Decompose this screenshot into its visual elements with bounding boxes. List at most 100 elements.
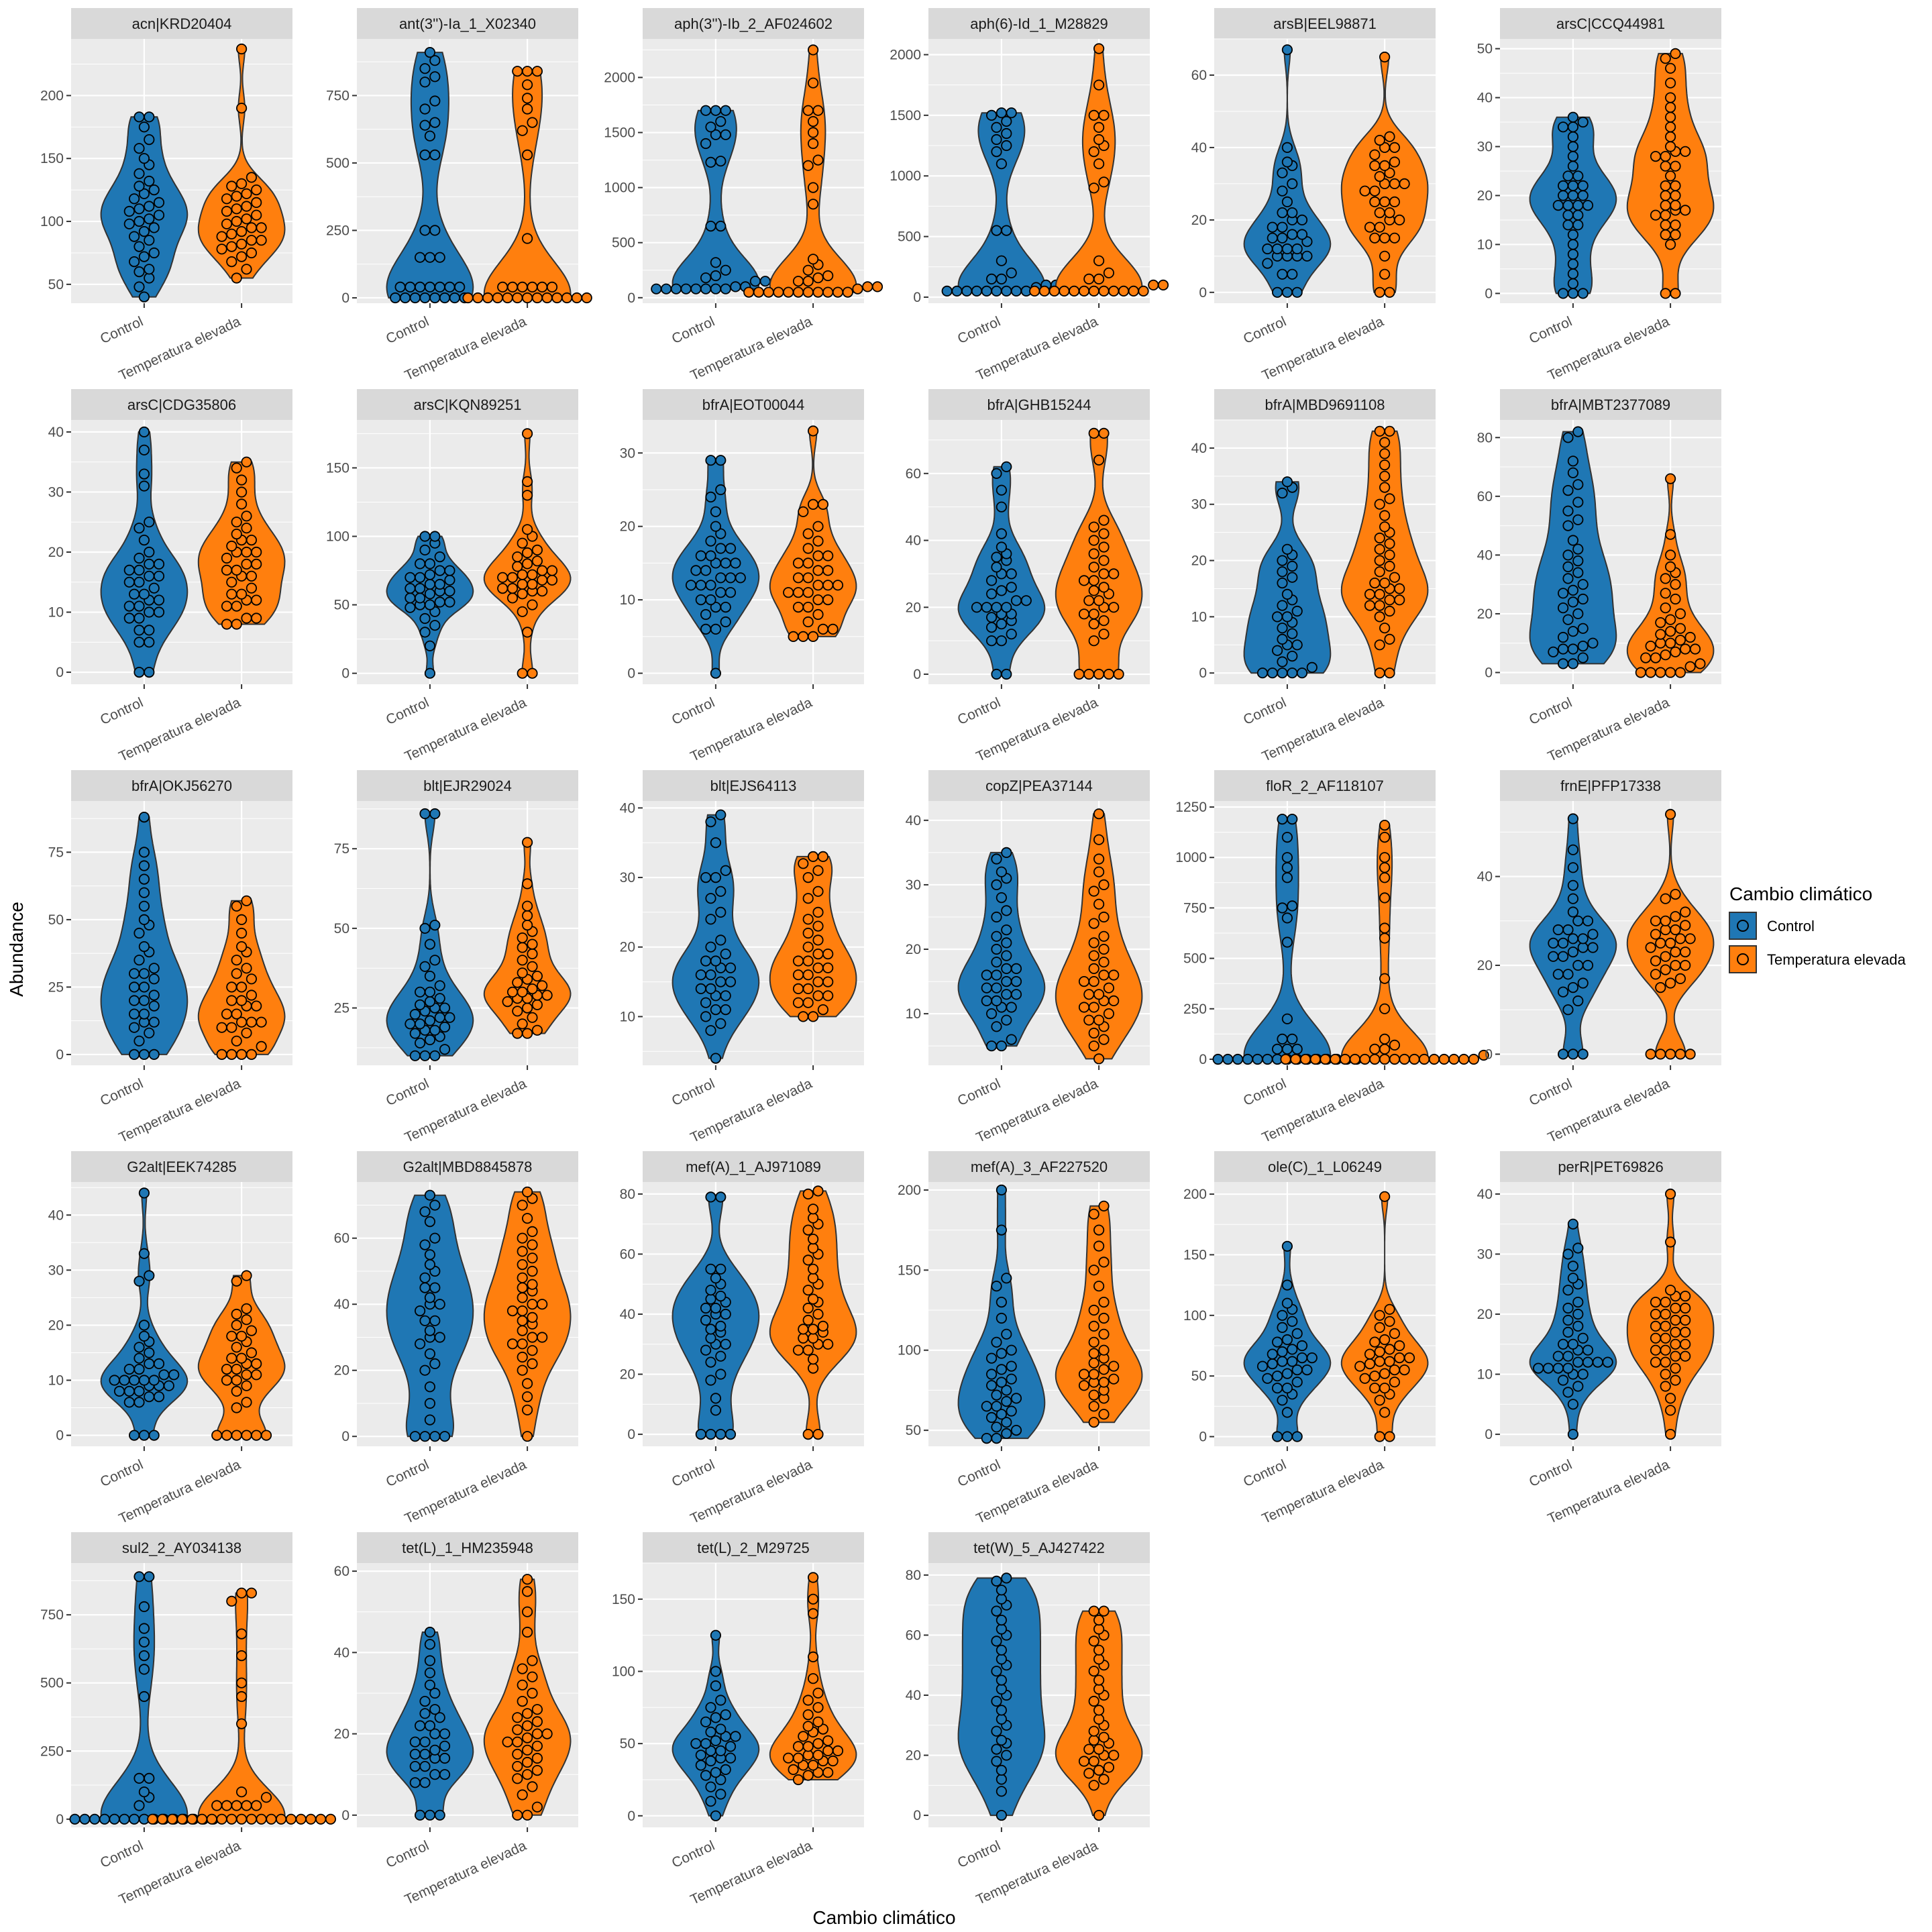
- data-point: [1272, 1431, 1283, 1442]
- data-point: [1001, 285, 1012, 297]
- data-point: [251, 1000, 262, 1012]
- data-point: [521, 1002, 533, 1014]
- data-point: [996, 1764, 1008, 1776]
- data-point: [241, 456, 252, 468]
- data-point: [715, 1320, 727, 1332]
- data-point: [246, 570, 257, 582]
- data-point: [1277, 633, 1288, 645]
- data-point: [1374, 543, 1385, 555]
- data-point: [1093, 1654, 1105, 1665]
- data-point: [1572, 959, 1584, 971]
- data-point: [226, 540, 237, 552]
- data-point: [246, 534, 257, 546]
- data-point: [1468, 1053, 1479, 1065]
- data-point: [1567, 248, 1578, 260]
- data-point: [1093, 1674, 1105, 1686]
- data-point: [1665, 1236, 1676, 1248]
- data-point: [1562, 1362, 1574, 1374]
- data-point: [444, 1012, 455, 1023]
- data-point: [1577, 652, 1589, 663]
- data-point: [991, 1605, 1002, 1617]
- data-point: [812, 272, 824, 284]
- x-tick-label: Control: [1527, 1076, 1574, 1109]
- data-point: [1562, 170, 1574, 182]
- data-point: [405, 281, 416, 292]
- data-point: [414, 986, 426, 998]
- panel-title: arsC|CDG35806: [127, 396, 236, 413]
- panel-title: G2alt|EEK74285: [127, 1159, 237, 1175]
- data-point: [129, 981, 140, 993]
- data-point: [517, 1663, 528, 1674]
- data-point: [424, 1720, 436, 1731]
- data-point: [153, 197, 165, 208]
- series-control: [386, 808, 474, 1061]
- data-point: [424, 1809, 436, 1821]
- data-point: [690, 1738, 702, 1750]
- data-point: [1448, 1053, 1460, 1065]
- data-point: [144, 606, 155, 618]
- data-point: [235, 588, 248, 600]
- data-point: [1660, 1320, 1671, 1332]
- data-point: [231, 968, 242, 979]
- data-point: [715, 1695, 727, 1706]
- data-point: [231, 191, 242, 202]
- data-point: [424, 1626, 436, 1638]
- data-point: [986, 1040, 998, 1052]
- y-tick-label: 80: [620, 1187, 635, 1202]
- data-point: [424, 1348, 436, 1360]
- data-point: [1291, 1431, 1303, 1442]
- data-point: [1680, 947, 1691, 958]
- data-point: [231, 1375, 242, 1386]
- data-point: [651, 283, 662, 294]
- data-point: [1562, 520, 1574, 531]
- data-point: [409, 1050, 421, 1061]
- series-temperatura-elevada: [769, 1185, 857, 1440]
- data-point: [537, 574, 548, 586]
- data-point: [991, 121, 1002, 133]
- data-point: [1582, 959, 1594, 971]
- data-point: [1001, 115, 1012, 127]
- series-control: [1529, 813, 1617, 1060]
- data-point: [812, 920, 824, 932]
- data-point: [1078, 976, 1090, 987]
- data-point: [409, 1761, 421, 1772]
- data-point: [1640, 652, 1652, 663]
- data-point: [871, 281, 883, 292]
- data-point: [1277, 623, 1288, 634]
- data-point: [434, 551, 445, 563]
- data-point: [1567, 288, 1578, 299]
- data-point: [235, 1786, 248, 1798]
- data-point: [1277, 667, 1288, 679]
- data-point: [1660, 1356, 1671, 1368]
- data-point: [1684, 631, 1696, 643]
- data-point: [1093, 79, 1105, 91]
- y-tick-label: 20: [906, 1748, 921, 1764]
- data-point: [695, 1429, 706, 1440]
- data-point: [1277, 185, 1288, 197]
- data-point: [1010, 1425, 1022, 1436]
- data-point: [996, 484, 1008, 496]
- data-point: [246, 973, 257, 985]
- data-point: [409, 1777, 421, 1788]
- data-point: [246, 582, 257, 594]
- data-point: [1542, 1362, 1554, 1374]
- panel-title: ant(3'')-Ia_1_X02340: [399, 15, 536, 32]
- series-temperatura-elevada: [1055, 1605, 1143, 1821]
- data-point: [1655, 616, 1666, 629]
- data-point: [1093, 1764, 1105, 1776]
- data-point: [444, 574, 455, 586]
- series-temperatura-elevada: [483, 1186, 572, 1442]
- series-temperatura-elevada: [197, 43, 286, 284]
- data-point: [506, 1305, 519, 1317]
- data-point: [221, 218, 233, 229]
- data-point: [802, 1224, 814, 1236]
- data-point: [541, 989, 553, 1001]
- y-tick-label: 50: [48, 912, 64, 928]
- data-point: [720, 1764, 731, 1775]
- data-point: [991, 969, 1002, 981]
- data-point: [1680, 643, 1691, 655]
- data-point: [1006, 568, 1017, 580]
- data-point: [1281, 1279, 1293, 1291]
- data-point: [710, 667, 722, 679]
- data-point: [705, 1263, 716, 1275]
